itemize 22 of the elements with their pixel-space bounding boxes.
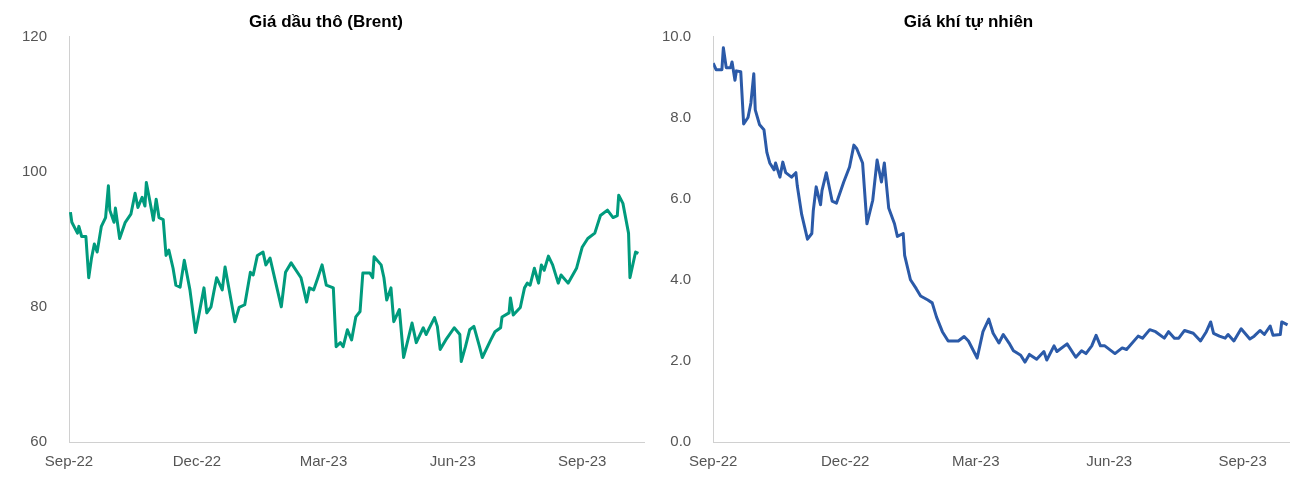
x-tick-label: Jun-23 — [429, 452, 476, 470]
y-tick-label: 0.0 — [670, 432, 692, 450]
y-tick-label: 60 — [30, 432, 48, 450]
x-tick-label: Sep-22 — [44, 452, 94, 470]
y-tick-label: 10.0 — [661, 26, 692, 44]
y-tick-label: 80 — [30, 296, 48, 314]
x-tick-label: Dec-22 — [821, 452, 870, 470]
x-tick-label: Sep-23 — [1218, 452, 1267, 470]
y-tick-label: 4.0 — [670, 269, 692, 287]
x-tick-label: Sep-23 — [557, 452, 607, 470]
y-tick-label: 2.0 — [670, 351, 692, 369]
chart-title: Giá dầu thô (Brent) — [249, 11, 403, 31]
x-tick-label: Jun-23 — [1086, 452, 1133, 470]
x-tick-label: Mar-23 — [951, 452, 1000, 470]
y-tick-label: 120 — [22, 26, 48, 44]
y-tick-label: 8.0 — [670, 107, 692, 125]
y-tick-label: 6.0 — [670, 188, 692, 206]
x-tick-label: Mar-23 — [299, 452, 348, 470]
y-tick-label: 100 — [22, 161, 48, 179]
x-tick-label: Sep-22 — [689, 452, 738, 470]
chart-title: Giá khí tự nhiên — [903, 11, 1034, 31]
x-tick-label: Dec-22 — [172, 452, 222, 470]
